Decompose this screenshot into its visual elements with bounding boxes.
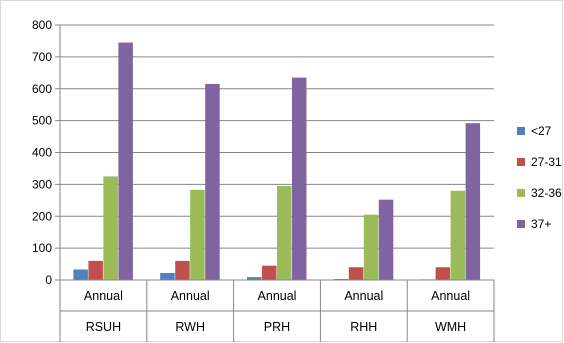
x-category-label: Annual xyxy=(431,289,470,303)
bars xyxy=(73,42,481,280)
bar-3236-2 xyxy=(277,185,292,280)
bar-3236-3 xyxy=(363,214,379,280)
bar-27-2 xyxy=(247,277,262,280)
bar-27-1 xyxy=(160,272,175,280)
legend-label: 37+ xyxy=(531,217,551,231)
bar-37-1 xyxy=(205,83,220,280)
bar-37-0 xyxy=(118,42,133,280)
legend-swatch xyxy=(517,220,525,228)
x-group-label: RHH xyxy=(350,320,377,334)
legend-label: 27-31 xyxy=(531,155,562,169)
bar-3236-4 xyxy=(450,190,466,280)
bar-2731-2 xyxy=(262,265,277,280)
bar-2731-4 xyxy=(435,267,451,280)
legend-swatch xyxy=(517,189,525,197)
x-group-label: RSUH xyxy=(86,320,121,334)
legend: <27 27-31 32-36 37+ xyxy=(517,124,562,231)
x-category-label: Annual xyxy=(84,289,123,303)
y-tick-label: 600 xyxy=(32,82,52,96)
bar-2731-1 xyxy=(175,260,190,280)
bar-3236-0 xyxy=(103,176,118,280)
bar-37-3 xyxy=(378,199,394,280)
bar-3236-1 xyxy=(190,189,205,280)
y-tick-label: 0 xyxy=(45,273,52,287)
x-category-label: Annual xyxy=(344,289,383,303)
bar-27-0 xyxy=(73,269,88,280)
bar-37-2 xyxy=(292,77,307,280)
axes xyxy=(55,24,495,342)
bar-37-4 xyxy=(465,123,481,280)
y-tick-label: 800 xyxy=(32,18,52,32)
x-group-label: RWH xyxy=(175,320,205,334)
legend-swatch xyxy=(517,127,525,135)
x-category-label: Annual xyxy=(171,289,210,303)
x-category-label: Annual xyxy=(258,289,297,303)
y-tick-label: 300 xyxy=(32,177,52,191)
legend-swatch xyxy=(517,158,525,166)
bar-2731-3 xyxy=(348,267,364,280)
y-tick-label: 400 xyxy=(32,146,52,160)
bar-2731-0 xyxy=(88,260,103,280)
x-axis-labels: Annual RSUH Annual RWH Annual PRH Annual RHH Ann… xyxy=(84,289,470,334)
x-group-label: WMH xyxy=(435,320,466,334)
y-tick-label: 200 xyxy=(32,209,52,223)
y-axis-ticks: 0 100 200 300 400 500 600 700 800 xyxy=(32,18,52,287)
y-tick-label: 700 xyxy=(32,50,52,64)
y-tick-label: 500 xyxy=(32,114,52,128)
x-group-label: PRH xyxy=(264,320,290,334)
legend-label: <27 xyxy=(531,124,552,138)
legend-label: 32-36 xyxy=(531,186,562,200)
y-tick-label: 100 xyxy=(32,241,52,255)
